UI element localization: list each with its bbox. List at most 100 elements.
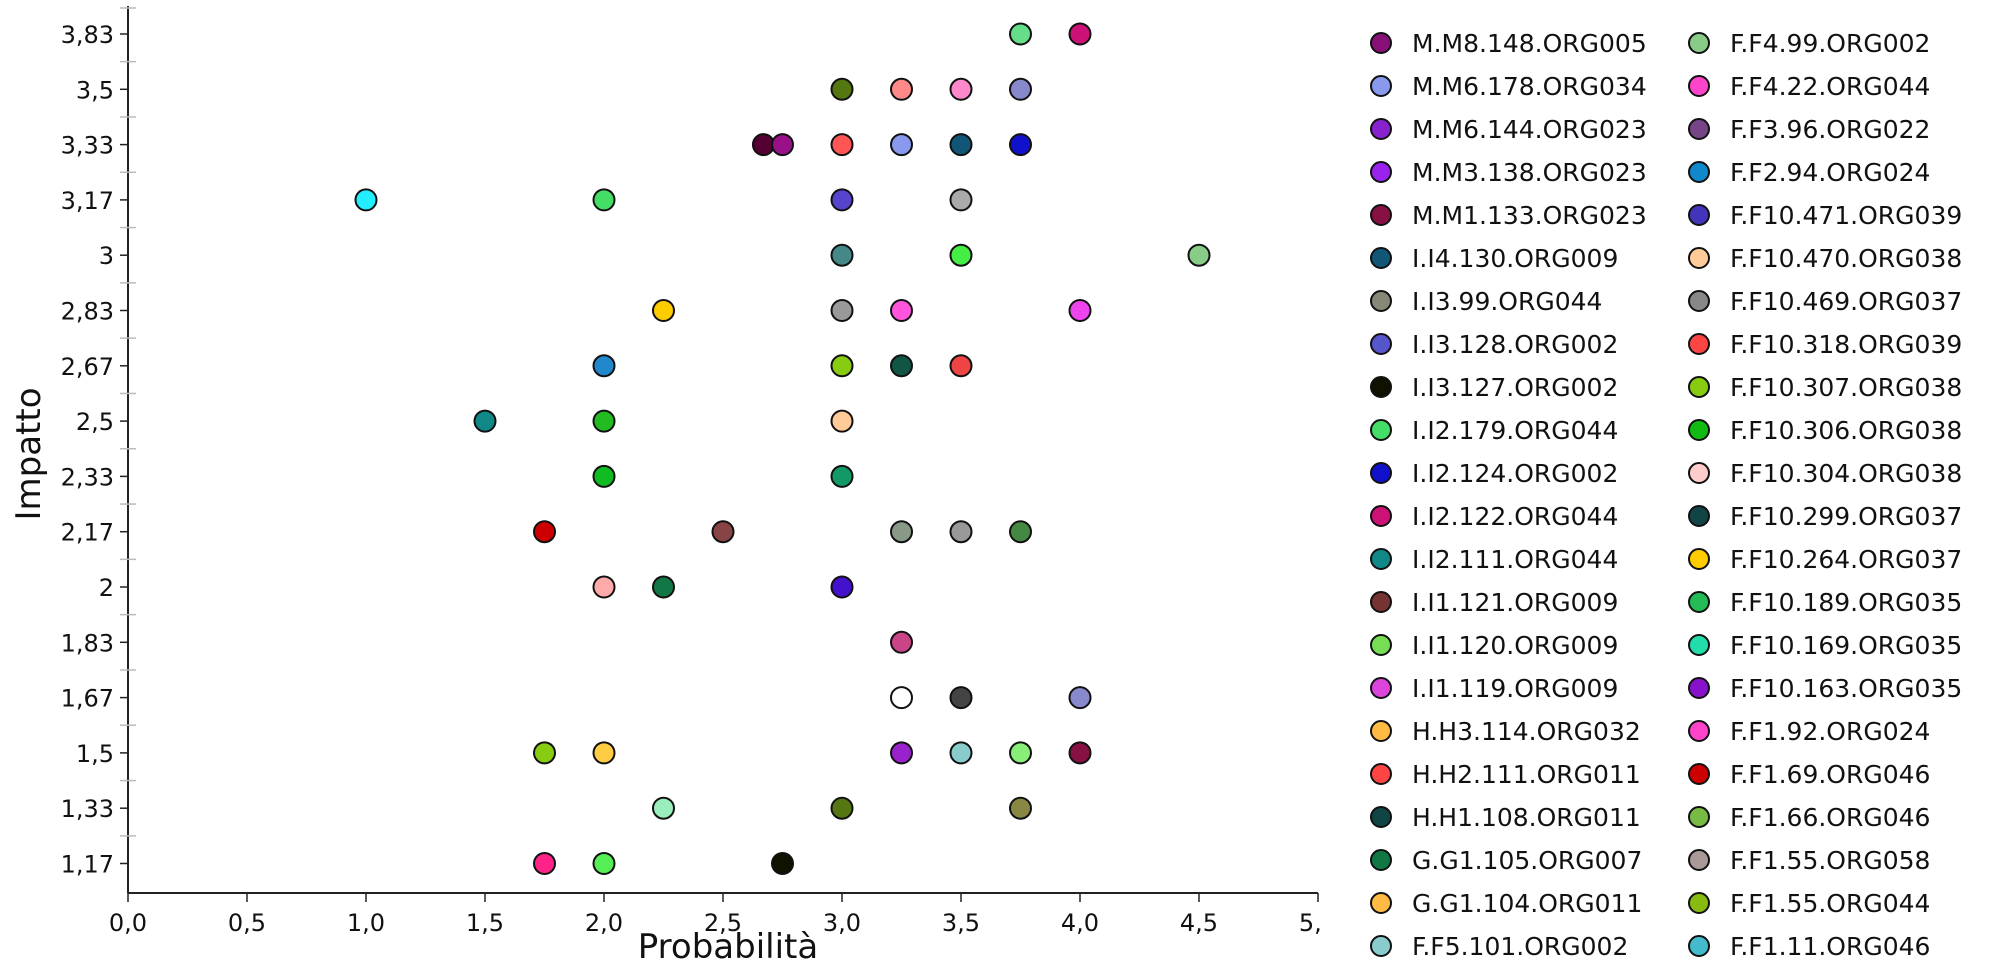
legend-swatch xyxy=(1688,32,1710,54)
x-tick-label: 2,0 xyxy=(585,909,623,937)
legend-item: F.F1.55.ORG044 xyxy=(1678,884,1988,927)
legend-swatch xyxy=(1370,720,1392,742)
legend-swatch xyxy=(1370,419,1392,441)
data-point xyxy=(830,796,854,820)
data-point xyxy=(533,852,556,875)
data-point xyxy=(1009,796,1032,820)
legend-item: I.I1.119.ORG009 xyxy=(1360,669,1670,712)
legend-label: F.F10.169.ORG035 xyxy=(1730,631,1963,660)
legend-item: I.I2.179.ORG044 xyxy=(1360,411,1670,454)
data-point xyxy=(1068,299,1092,322)
legend-swatch xyxy=(1370,505,1392,527)
data-point xyxy=(830,575,854,599)
data-point xyxy=(949,741,973,765)
legend-label: F.F1.55.ORG044 xyxy=(1730,889,1931,918)
data-point xyxy=(592,464,616,488)
legend-swatch xyxy=(1688,720,1710,742)
legend-item: M.M3.138.ORG023 xyxy=(1360,153,1670,196)
legend-item: F.F3.96.ORG022 xyxy=(1678,110,1988,153)
legend-item: F.F10.306.ORG038 xyxy=(1678,411,1988,454)
legend-swatch xyxy=(1370,806,1392,828)
legend-item: H.H2.111.ORG011 xyxy=(1360,755,1670,798)
legend-swatch xyxy=(1370,161,1392,183)
legend-swatch xyxy=(1688,591,1710,613)
legend-swatch xyxy=(1370,376,1392,398)
legend-swatch xyxy=(1370,634,1392,656)
legend-label: F.F1.11.ORG046 xyxy=(1730,932,1931,961)
legend-swatch xyxy=(1688,118,1710,140)
legend-item: F.F10.469.ORG037 xyxy=(1678,282,1988,325)
data-point xyxy=(1068,22,1092,46)
legend-label: I.I1.120.ORG009 xyxy=(1412,631,1619,660)
legend-swatch xyxy=(1688,935,1710,957)
legend-label: M.M1.133.ORG023 xyxy=(1412,201,1647,230)
legend-label: M.M6.144.ORG023 xyxy=(1412,115,1647,144)
data-point xyxy=(533,741,556,765)
legend-item: F.F1.11.ORG046 xyxy=(1678,927,1988,970)
data-point xyxy=(830,464,854,488)
legend-item: I.I3.127.ORG002 xyxy=(1360,368,1670,411)
y-tick-label: 1,67 xyxy=(61,685,114,713)
legend-swatch xyxy=(1688,161,1710,183)
data-point xyxy=(830,77,854,101)
legend-swatch xyxy=(1370,763,1392,785)
legend-item: F.F10.318.ORG039 xyxy=(1678,325,1988,368)
legend-label: F.F5.101.ORG002 xyxy=(1412,932,1629,961)
legend-label: G.G1.105.ORG007 xyxy=(1412,846,1643,875)
legend-label: F.F10.469.ORG037 xyxy=(1730,287,1963,316)
y-tick-label: 3,83 xyxy=(61,21,114,49)
legend-swatch xyxy=(1688,849,1710,871)
legend-swatch xyxy=(1370,548,1392,570)
legend-swatch xyxy=(1370,118,1392,140)
y-tick-label: 2,33 xyxy=(61,463,114,491)
legend-item: M.M8.148.ORG005 xyxy=(1360,24,1670,67)
legend-swatch xyxy=(1688,333,1710,355)
legend-label: I.I2.122.ORG044 xyxy=(1412,502,1619,531)
legend-label: H.H1.108.ORG011 xyxy=(1412,803,1641,832)
data-point xyxy=(949,188,973,212)
legend-item: F.F10.264.ORG037 xyxy=(1678,540,1988,583)
legend-item: F.F4.22.ORG044 xyxy=(1678,67,1988,110)
data-point xyxy=(830,354,854,378)
data-point xyxy=(771,852,794,875)
legend-item: I.I2.124.ORG002 xyxy=(1360,454,1670,497)
x-tick-label: 4,0 xyxy=(1061,909,1099,937)
y-tick-label: 3,33 xyxy=(61,132,114,160)
legend-label: H.H3.114.ORG032 xyxy=(1412,717,1641,746)
legend-label: M.M3.138.ORG023 xyxy=(1412,158,1647,187)
legend-item: G.G1.105.ORG007 xyxy=(1360,841,1670,884)
legend-swatch xyxy=(1370,290,1392,312)
legend-swatch xyxy=(1688,505,1710,527)
y-tick-label: 3 xyxy=(99,242,114,270)
legend-label: F.F10.318.ORG039 xyxy=(1730,330,1963,359)
data-point xyxy=(949,77,973,101)
data-point xyxy=(890,133,913,157)
legend-swatch xyxy=(1370,849,1392,871)
legend-item: G.G1.104.ORG011 xyxy=(1360,884,1670,927)
data-point xyxy=(751,133,775,157)
legend-label: I.I2.124.ORG002 xyxy=(1412,459,1619,488)
data-point xyxy=(890,520,913,544)
data-point xyxy=(533,520,556,544)
data-point xyxy=(830,409,854,433)
legend-item: M.M1.133.ORG023 xyxy=(1360,196,1670,239)
y-tick-label: 1,17 xyxy=(61,851,114,879)
legend-swatch xyxy=(1688,763,1710,785)
legend-item: I.I2.122.ORG044 xyxy=(1360,497,1670,540)
legend-swatch xyxy=(1370,892,1392,914)
x-tick-label: 3,0 xyxy=(823,909,861,937)
legend-label: F.F1.92.ORG024 xyxy=(1730,717,1931,746)
legend-item: F.F10.307.ORG038 xyxy=(1678,368,1988,411)
y-tick-label: 2,67 xyxy=(61,353,114,381)
legend-item: I.I4.130.ORG009 xyxy=(1360,239,1670,282)
legend-swatch xyxy=(1688,419,1710,441)
data-point xyxy=(1009,77,1032,101)
legend-item: I.I1.121.ORG009 xyxy=(1360,583,1670,626)
axes xyxy=(127,6,1318,894)
legend-label: I.I1.121.ORG009 xyxy=(1412,588,1619,617)
legend-label: I.I3.128.ORG002 xyxy=(1412,330,1619,359)
data-point xyxy=(949,243,973,267)
legend-item: F.F10.169.ORG035 xyxy=(1678,626,1988,669)
scatter-chart: 0,00,51,01,52,02,53,03,54,04,55,0 1,171,… xyxy=(9,6,1320,967)
legend-item: H.H3.114.ORG032 xyxy=(1360,712,1670,755)
